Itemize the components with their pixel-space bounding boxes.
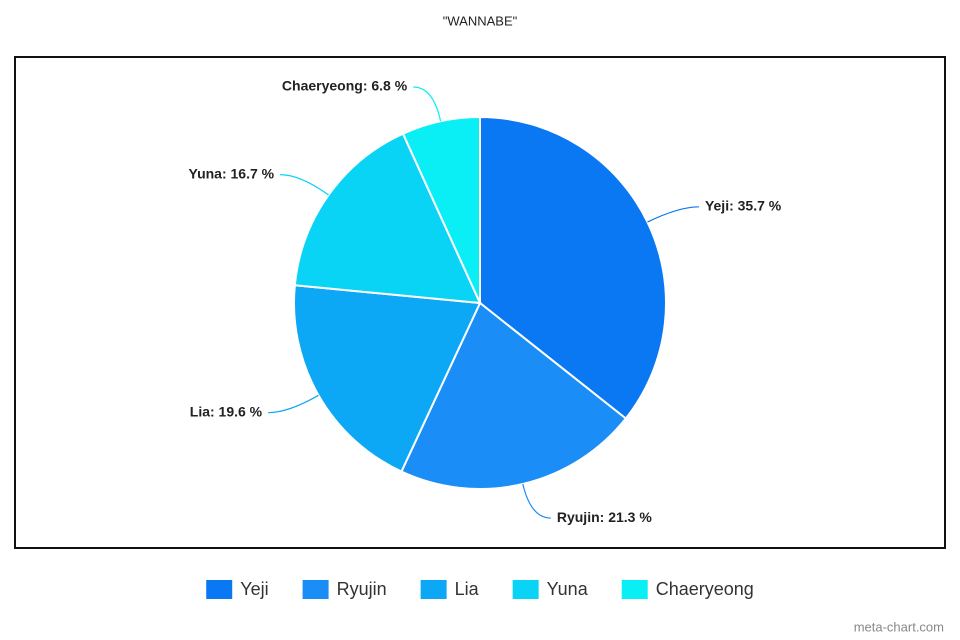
data-label: Lia: 19.6 % xyxy=(190,403,263,419)
legend-label: Lia xyxy=(455,579,480,599)
data-label: Yuna: 16.7 % xyxy=(189,165,275,181)
chart-title: "WANNABE" xyxy=(443,13,518,28)
legend-swatch xyxy=(621,580,648,599)
legend-swatch xyxy=(302,580,329,599)
data-label: Yeji: 35.7 % xyxy=(705,198,782,214)
pie-slice xyxy=(401,115,481,304)
legend-swatch xyxy=(512,580,539,599)
leader-line xyxy=(647,206,699,223)
watermark: meta-chart.com xyxy=(854,619,944,634)
legend-label: Chaeryeong xyxy=(656,579,754,599)
data-label: Chaeryeong: 6.8 % xyxy=(282,78,408,94)
leader-line xyxy=(522,483,551,519)
legend-label: Yeji xyxy=(240,579,268,599)
legend-swatch xyxy=(206,580,233,599)
leader-line xyxy=(280,174,329,196)
legend-label: Ryujin xyxy=(337,579,387,599)
data-label: Ryujin: 21.3 % xyxy=(557,509,652,525)
legend-swatch xyxy=(420,580,447,599)
pie-slice xyxy=(293,284,482,473)
pie-slice xyxy=(400,301,628,490)
leader-line xyxy=(268,394,319,414)
pie-slice xyxy=(479,115,667,420)
leader-line xyxy=(413,86,442,122)
legend-label: Yuna xyxy=(547,579,589,599)
